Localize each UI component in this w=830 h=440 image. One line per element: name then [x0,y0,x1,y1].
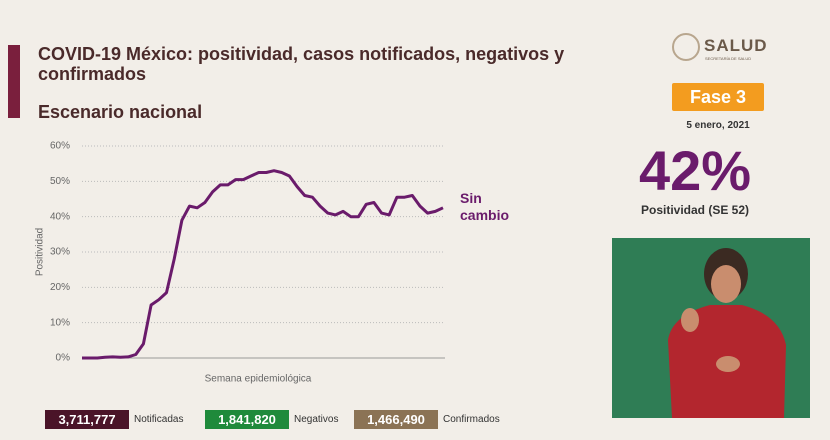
annotation: Sin cambio [460,190,510,223]
counter-value: 1,841,820 [205,410,289,429]
logo-text: SALUD [704,36,768,55]
y-axis-label: Positividad [35,228,46,276]
interpreter-hand [681,308,699,332]
counter-value: 3,711,777 [45,410,129,429]
counter: 3,711,777 Notificadas [45,410,183,429]
kpi-value: 42% [638,139,752,202]
counter: 1,466,490 Confirmados [354,410,500,429]
y-tick-label: 30% [50,247,70,258]
y-tick-label: 40% [50,211,70,222]
y-tick-label: 50% [50,176,70,187]
counter-value: 1,466,490 [354,410,438,429]
counter-label: Notificadas [134,414,184,425]
subtitle: Escenario nacional [38,102,203,122]
counter-label: Confirmados [443,414,500,425]
kpi-label: Positividad (SE 52) [640,203,750,217]
x-axis-label: Semana epidemiológica [205,374,312,385]
logo-emblem [672,33,700,61]
interpreter-face [711,265,741,303]
logo-subtext: SECRETARÍA DE SALUD [705,56,752,61]
y-tick-label: 60% [50,141,70,152]
data-line [82,169,444,360]
y-tick-label: 10% [50,317,70,328]
accent-bar [8,45,20,118]
y-tick-label: 0% [56,353,71,364]
counter-label: Negativos [294,414,339,425]
phase-badge: Fase 3 [672,83,764,111]
y-tick-label: 20% [50,282,70,293]
date: 5 enero, 2021 [686,120,750,131]
counter: 1,841,820 Negativos [205,410,338,429]
interpreter-hand [716,356,740,372]
title: COVID-19 México: positividad, casos noti… [38,44,565,84]
